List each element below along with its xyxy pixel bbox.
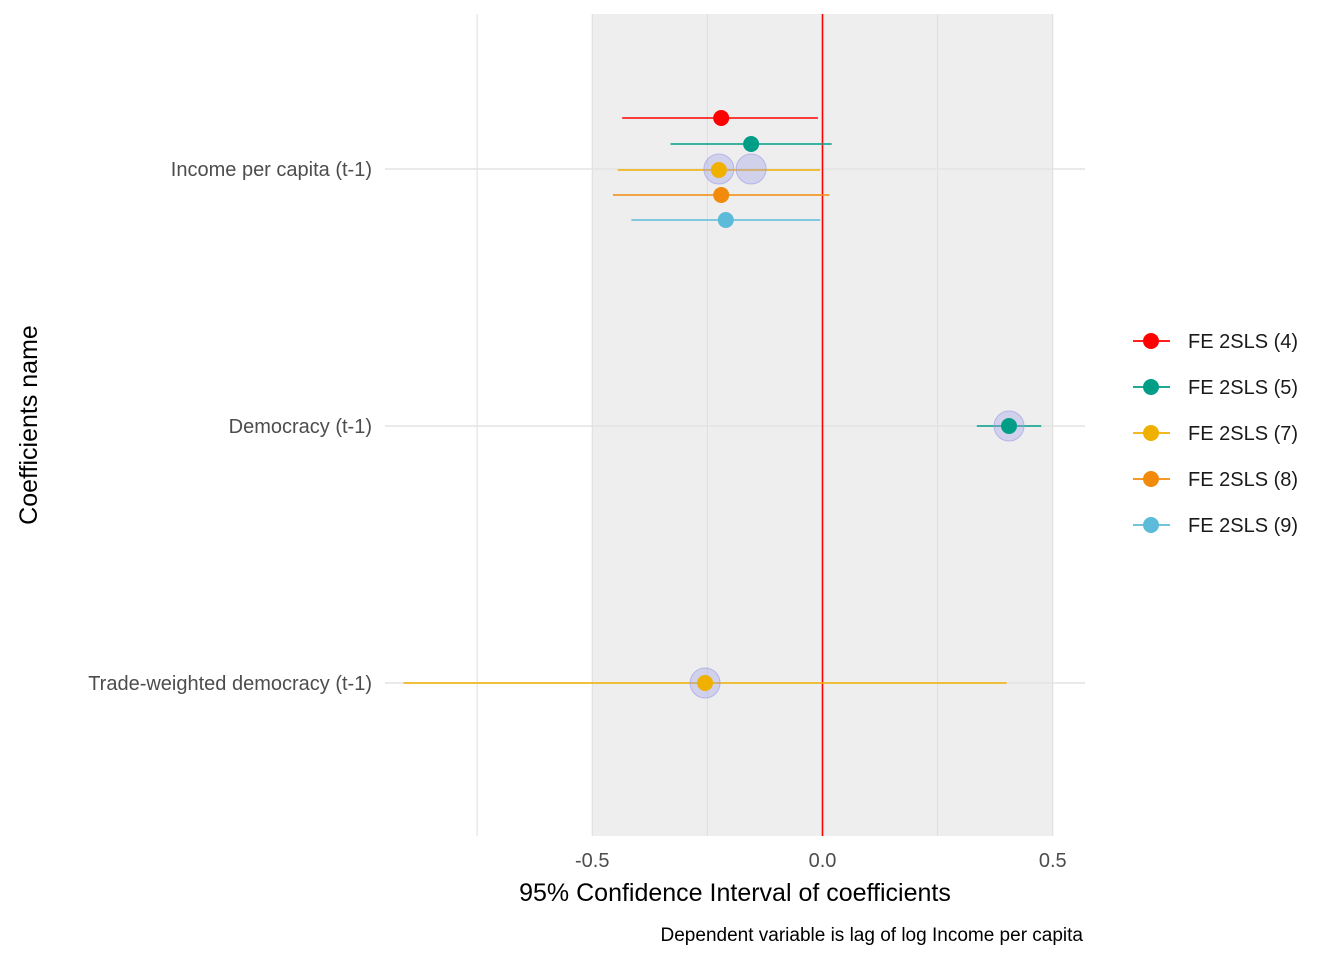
legend-label: FE 2SLS (4) [1188, 331, 1298, 353]
point-estimate [697, 675, 714, 691]
legend-label: FE 2SLS (9) [1188, 515, 1298, 537]
point-estimate [710, 162, 727, 178]
point-estimate [713, 110, 730, 126]
legend-key-point [1143, 425, 1159, 441]
x-axis-title: 95% Confidence Interval of coefficients [519, 879, 951, 907]
y-tick-label: Trade-weighted democracy (t-1) [88, 673, 372, 695]
x-axis-tick-labels: -0.5 0.0 0.5 [575, 850, 1067, 872]
y-axis-title: Coefficients name [15, 325, 43, 525]
legend-item: FE 2SLS (5) [1133, 377, 1298, 399]
y-axis-tick-labels: Income per capita (t-1) Democracy (t-1) Tr… [88, 159, 372, 695]
legend-key-point [1143, 379, 1159, 395]
chart-caption: Dependent variable is lag of log Income … [661, 925, 1084, 946]
legend-label: FE 2SLS (5) [1188, 377, 1298, 399]
legend-item: FE 2SLS (7) [1133, 423, 1298, 445]
point-estimate [743, 136, 760, 152]
x-tick-label: -0.5 [575, 850, 609, 872]
y-tick-label: Income per capita (t-1) [171, 159, 372, 181]
legend-item: FE 2SLS (8) [1133, 469, 1298, 491]
highlight-marker [735, 153, 767, 185]
legend-key-point [1143, 517, 1159, 533]
legend-key-point [1143, 333, 1159, 349]
x-tick-label: 0.5 [1039, 850, 1067, 872]
plot-panel [385, 14, 1085, 836]
point-estimate [1001, 418, 1018, 434]
x-tick-label: 0.0 [809, 850, 837, 872]
point-estimate [713, 187, 730, 203]
legend-key-point [1143, 471, 1159, 487]
point-estimate [717, 212, 734, 228]
legend-label: FE 2SLS (8) [1188, 469, 1298, 491]
legend: FE 2SLS (4) FE 2SLS (5) FE 2SLS (7) FE 2SLS… [1133, 331, 1298, 537]
legend-label: FE 2SLS (7) [1188, 423, 1298, 445]
legend-item: FE 2SLS (9) [1133, 515, 1298, 537]
plot-marks [403, 110, 1042, 699]
legend-item: FE 2SLS (4) [1133, 331, 1298, 353]
y-tick-label: Democracy (t-1) [229, 416, 372, 438]
